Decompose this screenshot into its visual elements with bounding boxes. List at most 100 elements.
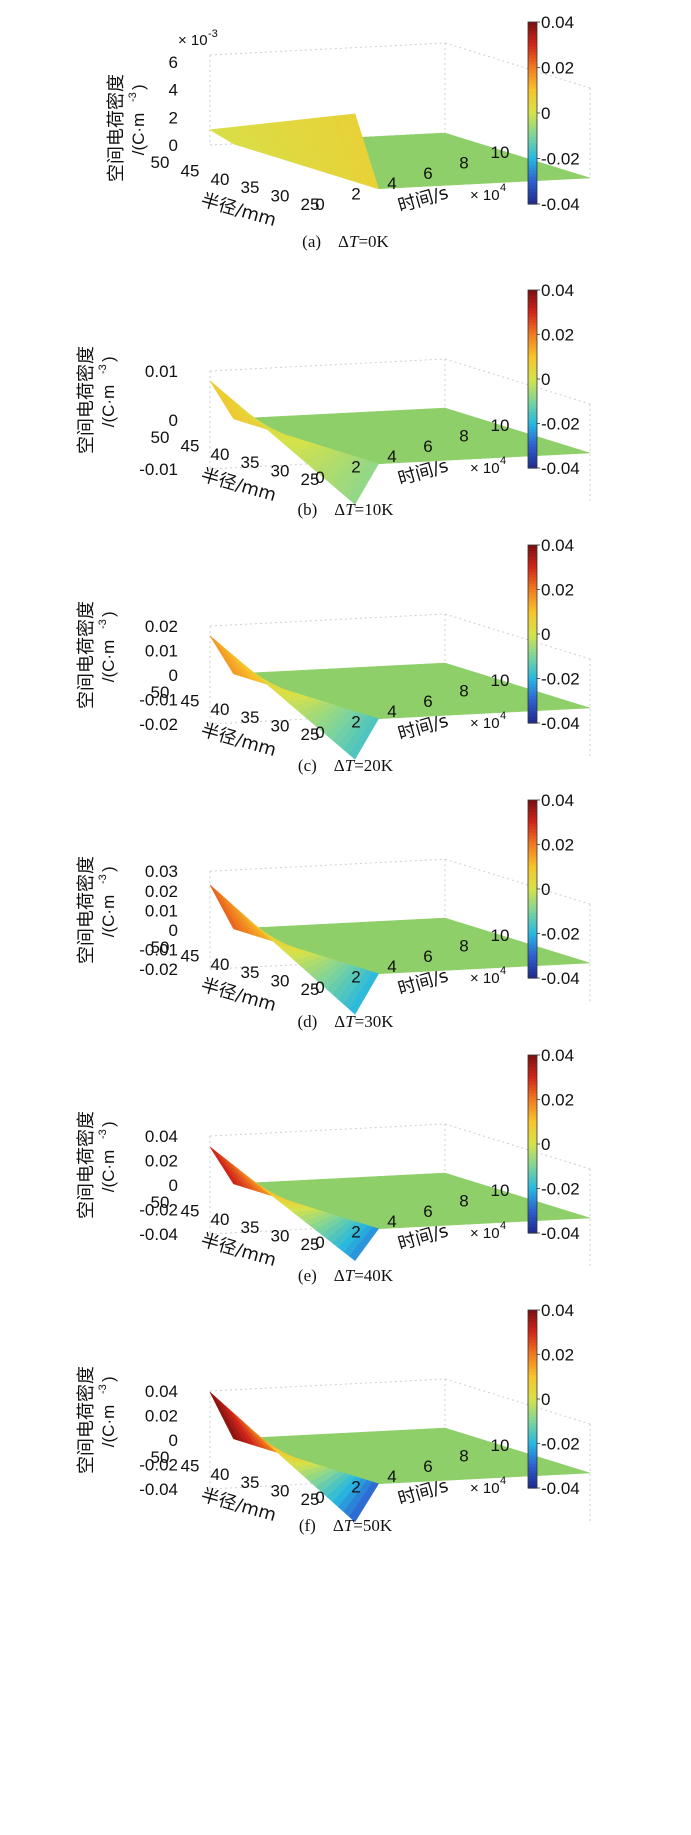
colorbar-band [528, 595, 537, 599]
z-tick-label: -0.02 [139, 715, 178, 734]
colorbar-band [528, 912, 537, 917]
colorbar-band [528, 580, 537, 585]
z-label-exp: -3 [97, 619, 109, 629]
colorbar-band [528, 1105, 537, 1109]
colorbar-band [528, 1164, 537, 1169]
colorbar-band [528, 444, 537, 448]
colorbar-band [528, 316, 537, 321]
z-tick-label: 0 [169, 411, 178, 430]
colorbar-band [528, 1123, 537, 1127]
colorbar-band [528, 1461, 537, 1465]
colorbar-band [528, 1354, 537, 1359]
x-tick-label: 8 [459, 426, 468, 445]
y-tick-label: 30 [271, 462, 290, 481]
colorbar-band [528, 889, 537, 893]
colorbar-band [528, 1333, 537, 1338]
chart-panel: 6 4 2 0 × 10 -3 50 45 40 35 30 25 0 2 4 6 8 10 半径/mm 时间/s × … [0, 0, 691, 300]
colorbar-band [528, 1179, 537, 1184]
colorbar-band [528, 1063, 537, 1068]
colorbar-tick-label: 0 [541, 1390, 550, 1409]
colorbar-band [528, 328, 537, 333]
x-tick-label: 4 [387, 1212, 396, 1231]
colorbar-band [528, 1057, 537, 1062]
colorbar-band [528, 924, 537, 929]
colorbar-band [528, 589, 537, 594]
colorbar-band [528, 367, 537, 371]
colorbar-band [528, 370, 537, 374]
colorbar-band [528, 1126, 537, 1130]
y-tick-label: 45 [181, 691, 200, 710]
colorbar-band [528, 43, 537, 47]
colorbar-band [528, 1446, 537, 1451]
x-tick-label: 0 [315, 1488, 324, 1507]
y-tick-label: 40 [211, 1210, 230, 1229]
caption-variable: T [343, 1516, 354, 1535]
z-axis-label: 空间电荷密度/(C·m -3) [76, 1111, 118, 1219]
colorbar-band [528, 868, 537, 872]
colorbar-tick-label: -0.04 [541, 1224, 580, 1243]
colorbar-tick-label: -0.02 [541, 670, 580, 689]
colorbar-band [528, 562, 537, 567]
colorbar-band [528, 669, 537, 674]
colorbar-band [528, 1419, 537, 1424]
colorbar-band [528, 619, 537, 623]
colorbar-band [528, 957, 537, 961]
z-tick-label: 0 [169, 136, 178, 155]
colorbar-band [528, 46, 537, 50]
z-label-line1: 空间电荷密度 [76, 1111, 97, 1219]
colorbar-band [528, 116, 537, 120]
surface-strip [349, 461, 379, 505]
colorbar-band [528, 1434, 537, 1439]
colorbar-band [528, 94, 537, 99]
colorbar-band [528, 1055, 537, 1059]
colorbar-tick-label: 0.02 [541, 326, 574, 345]
colorbar-band [528, 975, 537, 979]
y-tick-label: 25 [301, 725, 320, 744]
colorbar-band [528, 800, 537, 804]
y-tick-label: 35 [241, 178, 260, 197]
y-tick-label: 35 [241, 453, 260, 472]
y-tick-label: 50 [151, 428, 170, 447]
colorbar-band [528, 22, 537, 26]
z-tick-label: -0.01 [139, 691, 178, 710]
z-tick-label: 0.01 [145, 642, 178, 661]
colorbar-band [528, 802, 537, 807]
colorbar-band [528, 1167, 537, 1172]
colorbar-band [528, 631, 537, 635]
colorbar-tick-label: 0 [541, 370, 550, 389]
colorbar-band [528, 185, 537, 190]
caption-variable: T [348, 232, 359, 251]
z-tick-label: -0.02 [139, 960, 178, 979]
colorbar-band [528, 128, 537, 132]
chart-panel: 0.02 0.01 0 -0.01 -0.02 50 45 40 35 30 25 0 2 4 6 8 10 半径… [0, 535, 691, 835]
colorbar-band [528, 933, 537, 938]
z-tick-label: 0.01 [145, 901, 178, 920]
colorbar-band [528, 100, 537, 105]
z-label-close: ) [129, 84, 148, 90]
y-tick-label: 40 [211, 1465, 230, 1484]
colorbar-band [528, 1449, 537, 1453]
colorbar-band [528, 886, 537, 890]
colorbar-band [528, 1422, 537, 1427]
colorbar-band [528, 1230, 537, 1234]
caption-value: 0K [368, 232, 389, 251]
colorbar-band [528, 1093, 537, 1098]
colorbar-band [528, 34, 537, 38]
caption-value: 40K [363, 1266, 394, 1285]
z-tick-label: -0.02 [139, 1456, 178, 1475]
colorbar-band [528, 1069, 537, 1074]
surface-strip [349, 1481, 379, 1523]
colorbar-band [528, 387, 537, 392]
colorbar-tick-label: 0 [541, 625, 550, 644]
colorbar-band [528, 52, 537, 56]
colorbar-band [528, 1132, 537, 1136]
caption-delta: Δ [317, 500, 346, 519]
colorbar-band [528, 681, 537, 686]
colorbar-band [528, 1215, 537, 1219]
colorbar-band [528, 1321, 537, 1326]
colorbar-band [528, 556, 537, 561]
colorbar-band [528, 379, 537, 383]
colorbar-band [528, 1090, 537, 1095]
caption-label: (a) [302, 232, 322, 251]
